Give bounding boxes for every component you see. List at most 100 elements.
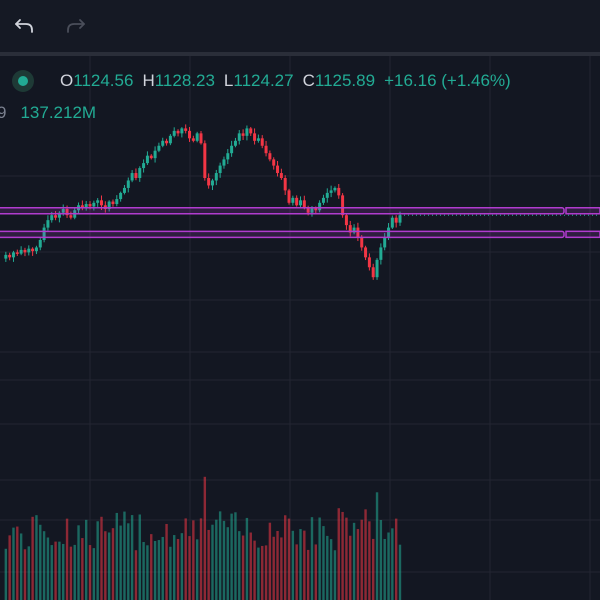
candle-body	[352, 227, 356, 233]
open-value: 1124.56	[73, 71, 134, 90]
candle-body	[364, 247, 368, 258]
candle-body	[153, 150, 157, 159]
candle-body	[241, 133, 245, 136]
volume-bar	[356, 529, 360, 600]
volume-bar	[230, 513, 233, 600]
volume-bar	[234, 512, 237, 600]
candle-body	[249, 128, 253, 134]
candle-body	[142, 163, 146, 169]
volume-bar	[39, 524, 42, 600]
candle-body	[337, 187, 341, 196]
candle-body	[119, 192, 123, 200]
candle-body	[207, 178, 211, 186]
candle-body	[31, 248, 35, 252]
candle-body	[11, 252, 15, 258]
volume-bar	[8, 535, 11, 600]
candle-body	[276, 165, 280, 174]
candle-body	[100, 200, 103, 206]
candle-body	[96, 200, 100, 203]
volume-bar	[161, 536, 164, 600]
volume-bar	[19, 533, 23, 600]
volume-bar	[326, 535, 329, 600]
candle-body	[46, 220, 50, 228]
candle-body	[176, 130, 180, 134]
candle-body	[379, 247, 383, 260]
volume-bar	[310, 517, 314, 600]
volume-bar	[4, 548, 8, 600]
volume-bar	[12, 527, 15, 600]
volume-bar	[203, 476, 207, 600]
volume-legend: 9 137.212M	[0, 103, 96, 123]
volume-bar	[226, 527, 229, 600]
volume-bar	[264, 545, 268, 600]
volume-bar	[375, 492, 379, 600]
volume-bar	[299, 529, 302, 600]
price-volume-chart[interactable]	[0, 56, 600, 600]
volume-bar	[287, 518, 291, 600]
candle-body	[264, 145, 268, 154]
market-status-icon[interactable]	[12, 70, 34, 92]
candle-body	[15, 252, 19, 254]
candle-body	[299, 200, 302, 206]
volume-bar	[96, 521, 99, 600]
candle-body	[302, 200, 306, 208]
candle-body	[65, 209, 69, 216]
volume-bar	[276, 530, 279, 600]
candle-body	[287, 190, 291, 203]
zone-extension-1	[565, 207, 600, 215]
open-label: O	[60, 71, 74, 90]
volume-bar	[261, 545, 264, 600]
low-value: 1124.27	[233, 71, 294, 90]
candle-body	[149, 155, 153, 159]
candle-body	[272, 159, 276, 166]
candle-body	[84, 204, 88, 208]
candle-body	[233, 140, 237, 146]
candle-body	[398, 215, 402, 223]
candle-body	[314, 207, 318, 211]
volume-bar	[306, 549, 310, 600]
volume-bar	[341, 511, 344, 600]
volume-bar	[88, 545, 92, 600]
volume-bar	[115, 512, 119, 600]
volume-bar	[291, 530, 295, 600]
candle-body	[279, 173, 283, 178]
volume-bar	[104, 531, 107, 600]
candle-body	[325, 192, 329, 198]
candle-body	[199, 133, 203, 144]
candle-body	[253, 133, 257, 141]
candle-body	[306, 207, 310, 213]
volume-bar	[283, 515, 287, 600]
low-label: L	[223, 71, 234, 90]
undo-button[interactable]	[10, 12, 38, 40]
candle-body	[214, 173, 218, 181]
volume-bar	[199, 518, 203, 600]
volume-bar	[111, 528, 115, 600]
redo-arrow-icon	[67, 19, 85, 33]
candle-body	[34, 247, 38, 252]
close-value: 1125.89	[314, 71, 376, 90]
candle-body	[371, 267, 375, 278]
candle-body	[295, 197, 299, 206]
candle-body	[134, 173, 138, 178]
candle-body	[218, 165, 222, 174]
volume-bar	[245, 517, 249, 600]
volume-prev-fragment: 9	[0, 103, 7, 122]
volume-bar	[345, 517, 348, 600]
chart-pane[interactable]	[0, 56, 600, 600]
volume-bar	[314, 544, 318, 600]
volume-bar	[383, 538, 386, 600]
volume-value: 137.212M	[20, 103, 97, 122]
volume-bar	[364, 509, 367, 600]
candle-body	[165, 140, 169, 144]
volume-bar	[272, 536, 275, 600]
volume-bar	[100, 516, 103, 600]
candle-body	[4, 254, 8, 259]
volume-bar	[218, 511, 222, 600]
redo-button[interactable]	[62, 12, 90, 40]
volume-bar	[130, 515, 134, 600]
volume-bar	[398, 544, 402, 600]
volume-bar	[295, 544, 298, 600]
undo-arrow-icon	[15, 19, 33, 33]
candle-body	[333, 187, 337, 191]
candle-body	[356, 227, 360, 238]
